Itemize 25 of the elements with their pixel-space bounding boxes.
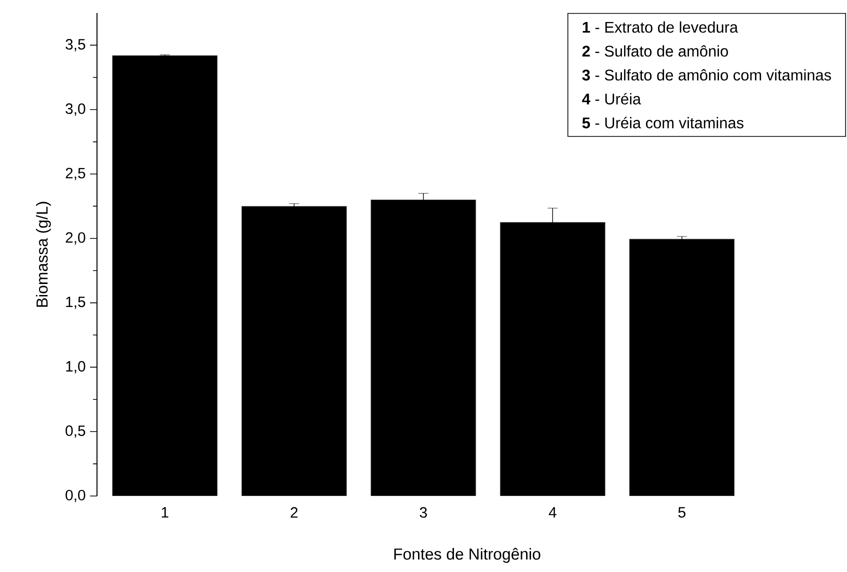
bar [370,200,476,496]
annotation: 2 - Sulfato de amônio [582,45,728,57]
y-tick-label: 1,5 [66,296,86,309]
y-tick-label: 3,0 [66,103,86,116]
x-tick-label: 5 [678,507,686,518]
x-tick-label: 3 [420,507,427,518]
y-tick-label: 2,5 [66,168,86,180]
annotation: 4 - Uréia [582,92,642,104]
bar [242,206,347,496]
x-tick-label: 2 [290,507,298,518]
y-tick-label: 0,5 [66,425,86,438]
x-axis-title: Fontes de Nitrogênio [394,548,540,563]
bar [500,222,606,496]
annotation: 1 - Extrato de levedura [582,21,738,33]
y-axis-title: Biomassa (g/L) [36,202,51,307]
x-tick-label: 1 [162,507,168,518]
annotation: 5 - Uréia com vitaminas [582,116,744,128]
bar [629,238,735,496]
y-tick-label: 1,0 [66,361,86,374]
bar [112,55,218,496]
y-tick-label: 3,5 [66,39,86,52]
y-tick-label: 0,0 [66,490,86,502]
x-tick-label: 4 [548,507,556,518]
annotation: 3 - Sulfato de amônio com vitaminas [582,69,832,81]
y-tick-label: 2,0 [66,232,86,245]
